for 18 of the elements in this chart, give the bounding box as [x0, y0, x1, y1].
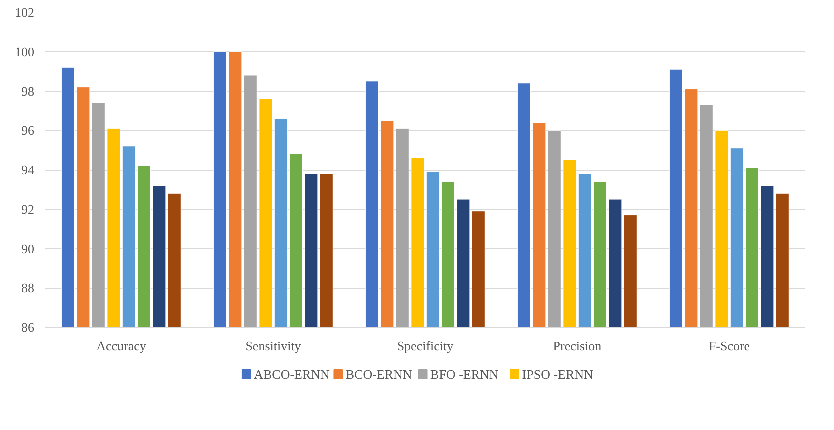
y-tick-label: 102 [15, 5, 34, 20]
y-tick-label: 90 [22, 241, 34, 256]
x-tick-label: Specificity [397, 338, 454, 354]
x-tick-label: Precision [553, 338, 602, 354]
y-tick-label: 88 [22, 280, 34, 296]
y-tick-label: 96 [22, 123, 35, 138]
y-tick-label: 86 [22, 320, 35, 335]
legend-label: IPSO -ERNN [522, 367, 594, 382]
x-tick-label: Accuracy [96, 338, 147, 354]
y-tick-label: 98 [22, 84, 34, 99]
x-tick-label: F-Score [708, 338, 750, 354]
y-tick-label: 100 [15, 44, 34, 60]
x-tick-label: Sensitivity [246, 338, 302, 354]
y-tick-label: 92 [22, 202, 34, 217]
legend-label: BCO-ERNN [346, 367, 413, 382]
legend-label: ABCO-ERNN [254, 367, 331, 382]
legend-label: BFO -ERNN [430, 367, 500, 382]
y-tick-label: 94 [22, 162, 35, 178]
